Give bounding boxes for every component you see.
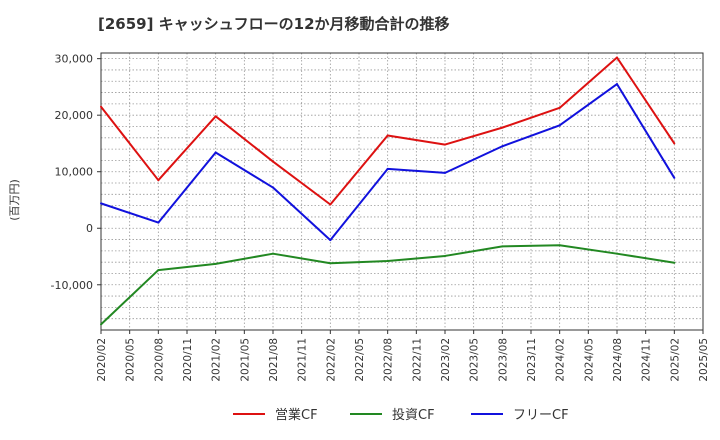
grid — [100, 53, 704, 331]
x-tick-label: 2020/08 — [153, 338, 165, 382]
plot-area — [100, 52, 704, 331]
chart-title: [2659] キャッシュフローの12か月移動合計の推移 — [98, 15, 450, 33]
data-point — [616, 56, 618, 59]
x-tick-label: 2021/11 — [297, 338, 309, 382]
y-tick-label: 20,000 — [55, 109, 94, 122]
x-tick-label: 2020/02 — [96, 338, 108, 382]
x-tick-label: 2024/11 — [641, 338, 653, 382]
x-tick-label: 2024/08 — [612, 338, 624, 382]
data-point — [272, 186, 274, 189]
y-tick-label: 0 — [86, 222, 93, 235]
x-tick-label: 2023/02 — [440, 338, 452, 382]
data-point — [501, 245, 504, 248]
y-axis-label: (百万円) — [8, 179, 21, 221]
x-tick-label: 2025/05 — [698, 338, 710, 382]
data-point — [100, 323, 102, 326]
legend-label: 投資CF — [392, 407, 435, 423]
x-tick-label: 2022/08 — [383, 338, 395, 382]
data-point — [558, 106, 561, 109]
x-tick-label: 2023/08 — [497, 338, 509, 382]
x-tick-label: 2021/08 — [268, 338, 280, 382]
data-point — [100, 105, 102, 108]
x-tick-label: 2023/11 — [526, 338, 538, 382]
data-point — [386, 134, 389, 137]
data-point — [673, 176, 676, 179]
x-tick-label: 2024/02 — [555, 338, 567, 382]
legend-label: フリーCF — [513, 408, 569, 423]
data-point — [214, 262, 217, 265]
data-point — [444, 143, 446, 146]
data-point — [157, 179, 160, 182]
data-point — [100, 202, 102, 205]
x-tick-label: 2022/02 — [325, 338, 337, 382]
data-point — [329, 239, 332, 242]
data-point — [501, 126, 504, 129]
data-point — [386, 260, 389, 263]
x-axis: 2020/02 2020/05 2020/08 2020/11 2021/02 2021/… — [96, 330, 710, 382]
x-tick-label: 2022/11 — [411, 338, 423, 382]
data-point — [444, 171, 446, 174]
data-point — [558, 124, 561, 127]
data-point — [329, 203, 332, 206]
data-point — [157, 221, 160, 224]
x-tick-label: 2024/05 — [583, 338, 595, 382]
y-axis: 30,000 20,000 10,000 0 -10,000 — [51, 53, 101, 292]
y-tick-label: -10,000 — [51, 279, 93, 292]
y-tick-label: 30,000 — [55, 53, 94, 66]
y-tick-label: 10,000 — [55, 166, 94, 179]
x-tick-label: 2021/02 — [211, 338, 223, 382]
data-point — [558, 244, 561, 247]
data-point — [214, 115, 217, 118]
data-point — [386, 167, 389, 170]
legend-label: 営業CF — [275, 407, 318, 423]
data-point — [501, 145, 504, 148]
x-tick-label: 2020/05 — [125, 338, 137, 382]
data-point — [272, 252, 274, 255]
data-point — [272, 160, 274, 163]
data-point — [214, 151, 217, 154]
x-tick-label: 2025/02 — [669, 338, 681, 382]
series-group — [100, 56, 676, 326]
data-point — [673, 142, 676, 145]
x-tick-label: 2020/11 — [182, 338, 194, 382]
data-point — [616, 252, 618, 255]
x-tick-label: 2022/05 — [354, 338, 366, 382]
x-tick-label: 2023/05 — [469, 338, 481, 382]
x-tick-label: 2021/05 — [239, 338, 251, 382]
data-point — [157, 269, 160, 272]
legend: 営業CF 投資CF フリーCF — [233, 407, 569, 423]
data-point — [329, 262, 332, 265]
data-point — [444, 254, 446, 257]
data-point — [673, 261, 676, 264]
data-point — [616, 83, 618, 86]
